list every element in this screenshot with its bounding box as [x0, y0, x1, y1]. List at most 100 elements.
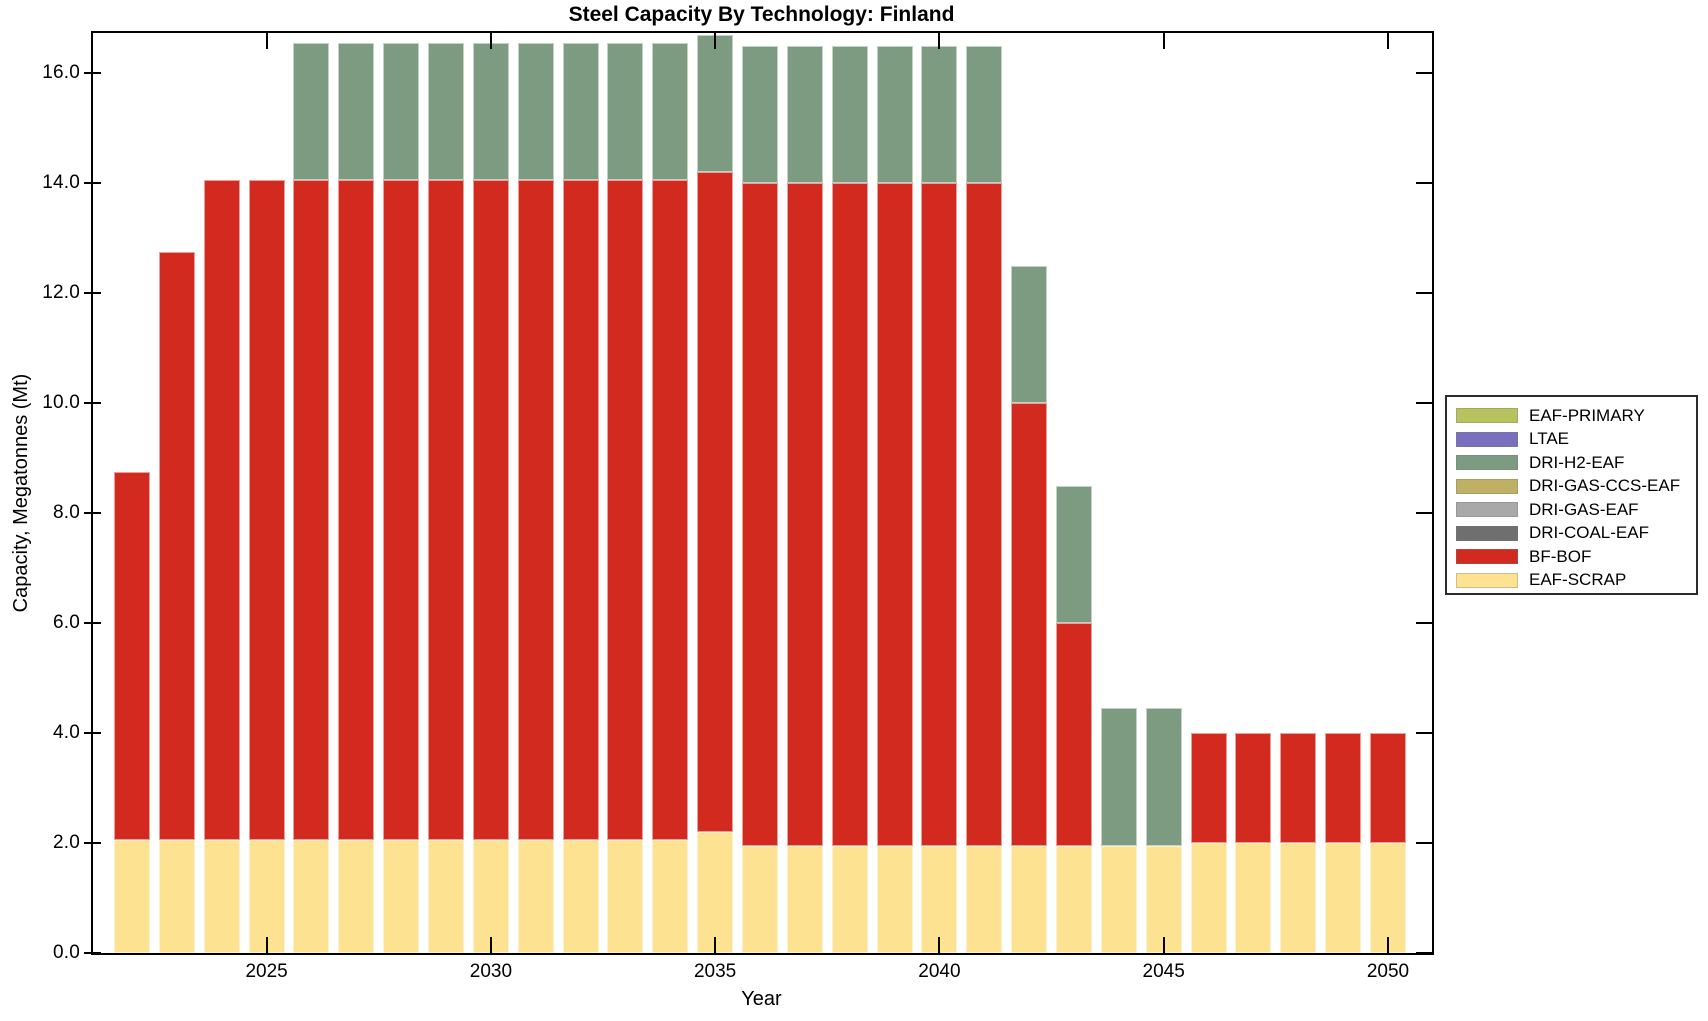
y-tick-right — [1416, 182, 1432, 185]
legend-swatch-dri-coal-eaf — [1456, 525, 1518, 541]
legend-label: DRI-GAS-EAF — [1529, 499, 1639, 519]
y-axis-label: Capacity, Megatonnes (Mt) — [10, 373, 32, 613]
bar-segment-dri-h2-eaf — [607, 42, 644, 181]
bar-segment-eaf-scrap — [517, 840, 554, 953]
bar-segment-bf-bof — [1325, 733, 1362, 843]
legend-item-eaf-scrap: EAF-SCRAP — [1447, 569, 1696, 593]
bar-segment-bf-bof — [786, 183, 823, 846]
chart-title: Steel Capacity By Technology: Finland — [568, 3, 955, 26]
bar-segment-bf-bof — [203, 180, 240, 841]
bar-segment-eaf-scrap — [921, 845, 958, 953]
bar-segment-eaf-scrap — [966, 845, 1003, 953]
x-tick-bottom — [714, 937, 717, 953]
bar-segment-eaf-scrap — [562, 840, 599, 953]
bar-segment-dri-h2-eaf — [786, 45, 823, 184]
legend-item-dri-gas-eaf: DRI-GAS-EAF — [1447, 498, 1696, 522]
legend-item-eaf-primary: EAF-PRIMARY — [1447, 404, 1696, 428]
bar-segment-eaf-scrap — [1280, 843, 1317, 953]
legend-item-dri-coal-eaf: DRI-COAL-EAF — [1447, 522, 1696, 546]
bar-segment-eaf-scrap — [1370, 843, 1406, 953]
legend-swatch-ltae — [1456, 431, 1518, 447]
y-tick-label: 0.0 — [52, 942, 80, 963]
bar-segment-eaf-scrap — [1145, 845, 1182, 953]
bar-segment-dri-h2-eaf — [742, 45, 778, 184]
bar-segment-eaf-scrap — [472, 840, 509, 953]
bar-segment-bf-bof — [517, 180, 554, 841]
legend-swatch-bf-bof — [1456, 549, 1518, 565]
bar-segment-bf-bof — [831, 183, 868, 846]
bar-segment-dri-h2-eaf — [1056, 485, 1092, 624]
y-tick-label: 10.0 — [42, 392, 80, 414]
bar-segment-dri-h2-eaf — [1100, 708, 1137, 846]
bar-segment-dri-h2-eaf — [338, 42, 375, 181]
x-axis-label: Year — [741, 988, 782, 1010]
legend-swatch-eaf-scrap — [1456, 572, 1518, 588]
bar-segment-eaf-scrap — [1011, 845, 1048, 953]
bar-segment-dri-h2-eaf — [1011, 265, 1048, 404]
bar-segment-dri-h2-eaf — [966, 45, 1003, 184]
x-tick-top — [1162, 33, 1165, 49]
x-tick-label: 2035 — [693, 961, 737, 982]
bar-segment-bf-bof — [876, 183, 913, 846]
legend-swatch-dri-gas-ccs-eaf — [1456, 478, 1518, 494]
x-tick-bottom — [489, 937, 492, 953]
y-tick-label: 16.0 — [42, 62, 80, 84]
x-tick-top — [489, 33, 492, 49]
x-tick-label: 2025 — [245, 961, 288, 982]
bar-segment-bf-bof — [562, 180, 599, 841]
y-tick-left — [84, 72, 101, 75]
bar-segment-bf-bof — [293, 180, 330, 841]
bar-segment-eaf-scrap — [1056, 845, 1092, 953]
y-tick-right — [1416, 842, 1432, 844]
legend-item-dri-gas-ccs-eaf: DRI-GAS-CCS-EAF — [1447, 475, 1696, 499]
legend-label: EAF-SCRAP — [1529, 570, 1627, 590]
bar-segment-bf-bof — [1235, 733, 1272, 843]
y-tick-label: 14.0 — [42, 172, 80, 194]
bar-segment-dri-h2-eaf — [1145, 708, 1182, 846]
y-tick-left — [84, 182, 101, 185]
y-tick-left — [84, 512, 101, 515]
legend-label: EAF-PRIMARY — [1529, 405, 1645, 425]
y-tick-right — [1416, 622, 1432, 625]
y-tick-right — [1416, 732, 1432, 734]
bar-segment-bf-bof — [1056, 623, 1092, 846]
bar-segment-bf-bof — [158, 251, 195, 841]
bar-segment-bf-bof — [114, 471, 150, 841]
bar-segment-bf-bof — [383, 180, 420, 841]
bar-segment-bf-bof — [652, 180, 689, 841]
bar-segment-bf-bof — [966, 183, 1003, 846]
x-tick-label: 2045 — [1142, 961, 1185, 982]
y-tick-label: 4.0 — [52, 722, 80, 743]
y-tick-left — [84, 842, 101, 844]
bar-segment-bf-bof — [1370, 733, 1406, 843]
x-tick-top — [714, 33, 717, 49]
x-tick-top — [265, 33, 268, 49]
bar-segment-eaf-scrap — [114, 840, 150, 953]
x-tick-label: 2050 — [1366, 961, 1410, 982]
x-tick-bottom — [1162, 937, 1165, 953]
y-tick-label: 6.0 — [52, 612, 80, 634]
y-tick-left — [84, 292, 101, 295]
legend-swatch-dri-gas-eaf — [1456, 502, 1518, 518]
bar-segment-eaf-scrap — [1190, 843, 1227, 953]
y-tick-right — [1416, 512, 1432, 515]
bar-segment-eaf-scrap — [293, 840, 330, 953]
bar-segment-bf-bof — [1011, 403, 1048, 846]
x-tick-label: 2040 — [918, 961, 961, 982]
bar-segment-eaf-scrap — [248, 840, 285, 953]
bar-segment-eaf-scrap — [338, 840, 375, 953]
legend-label: BF-BOF — [1529, 546, 1592, 566]
y-tick-left — [84, 732, 101, 734]
y-tick-label: 12.0 — [42, 282, 80, 304]
bar-segment-eaf-scrap — [203, 840, 240, 953]
legend-item-ltae: LTAE — [1447, 428, 1696, 452]
legend-label: LTAE — [1529, 429, 1569, 449]
bar-segment-eaf-scrap — [786, 845, 823, 953]
bar-segment-eaf-scrap — [742, 845, 778, 953]
bar-segment-eaf-scrap — [383, 840, 420, 953]
x-tick-bottom — [938, 937, 941, 953]
y-tick-right — [1416, 72, 1432, 75]
bar-segment-bf-bof — [472, 180, 509, 841]
bar-segment-bf-bof — [921, 183, 958, 846]
legend-label: DRI-H2-EAF — [1529, 452, 1625, 472]
